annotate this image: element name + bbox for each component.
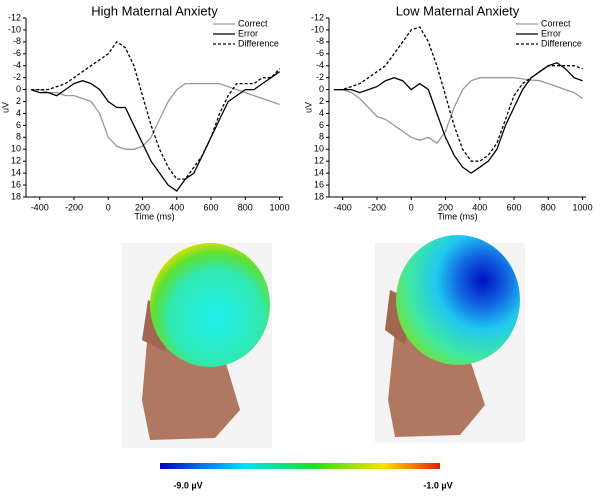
y-tick-label: 16: [11, 179, 21, 189]
x-tick-label: -400: [31, 202, 49, 212]
y-tick-label: -8: [316, 36, 324, 46]
y-tick-label: 6: [319, 120, 324, 130]
x-axis-label: Time (ms): [134, 211, 174, 221]
series-line: [334, 77, 583, 145]
y-axis-label: uV: [0, 102, 10, 113]
legend-label: Error: [238, 28, 258, 38]
colorbar-min-label: -9.0 µV: [173, 480, 202, 490]
y-tick-label: 0: [319, 84, 324, 94]
y-tick-label: -8: [13, 36, 21, 46]
legend-label: Error: [541, 28, 561, 38]
y-tick-label: 12: [11, 156, 21, 166]
x-tick-label: 600: [204, 202, 219, 212]
y-tick-label: 4: [319, 108, 324, 118]
x-tick-label: 400: [169, 202, 184, 212]
y-axis-label: uV: [303, 102, 313, 113]
y-tick-label: 10: [11, 144, 21, 154]
y-tick-label: -12: [8, 12, 21, 22]
y-tick-label: 12: [314, 156, 324, 166]
y-tick-label: 8: [16, 132, 21, 142]
colorbar: [160, 463, 440, 469]
y-tick-label: 4: [16, 108, 21, 118]
y-tick-label: 14: [314, 168, 324, 178]
x-tick-label: 200: [135, 202, 150, 212]
y-tick-label: 6: [16, 120, 21, 130]
series-line: [30, 71, 280, 192]
y-tick-label: -6: [316, 48, 324, 58]
x-tick-label: 1000: [270, 202, 290, 212]
x-tick-label: 400: [472, 202, 487, 212]
series-line: [334, 26, 583, 162]
y-tick-label: 18: [11, 191, 21, 201]
y-tick-label: -6: [13, 48, 21, 58]
y-tick-label: -10: [8, 24, 21, 34]
x-tick-label: -400: [334, 202, 352, 212]
series-line: [31, 41, 281, 180]
y-tick-label: -12: [311, 12, 324, 22]
series-line: [334, 62, 583, 174]
y-tick-label: 2: [319, 96, 324, 106]
x-tick-label: 0: [409, 202, 414, 212]
y-tick-label: 0: [16, 84, 21, 94]
y-tick-label: 16: [314, 179, 324, 189]
x-tick-label: 1000: [573, 202, 593, 212]
x-tick-label: -200: [65, 202, 83, 212]
legend-label: Difference: [238, 38, 279, 48]
y-tick-label: -10: [311, 24, 324, 34]
legend-label: Difference: [541, 38, 582, 48]
head-left: [122, 243, 272, 448]
y-tick-label: -2: [316, 72, 324, 82]
colorbar-max-label: -1.0 µV: [423, 480, 452, 490]
y-tick-label: 8: [319, 132, 324, 142]
series-line: [31, 82, 280, 150]
x-tick-label: -200: [368, 202, 386, 212]
y-tick-label: -4: [316, 60, 324, 70]
head-right: [375, 235, 525, 443]
y-tick-label: 14: [11, 168, 21, 178]
y-tick-label: 10: [314, 144, 324, 154]
y-tick-label: 2: [16, 96, 21, 106]
legend-label: Correct: [238, 18, 268, 28]
y-tick-label: -4: [13, 60, 21, 70]
x-tick-label: 800: [238, 202, 253, 212]
x-axis-label: Time (ms): [437, 211, 477, 221]
y-tick-label: -2: [13, 72, 21, 82]
chart-title: High Maternal Anxiety: [91, 3, 218, 18]
x-tick-label: 800: [541, 202, 556, 212]
chart-title: Low Maternal Anxiety: [396, 3, 520, 18]
x-tick-label: 0: [106, 202, 111, 212]
x-tick-label: 200: [438, 202, 453, 212]
legend-label: Correct: [541, 18, 571, 28]
y-tick-label: 18: [314, 191, 324, 201]
x-tick-label: 600: [507, 202, 522, 212]
